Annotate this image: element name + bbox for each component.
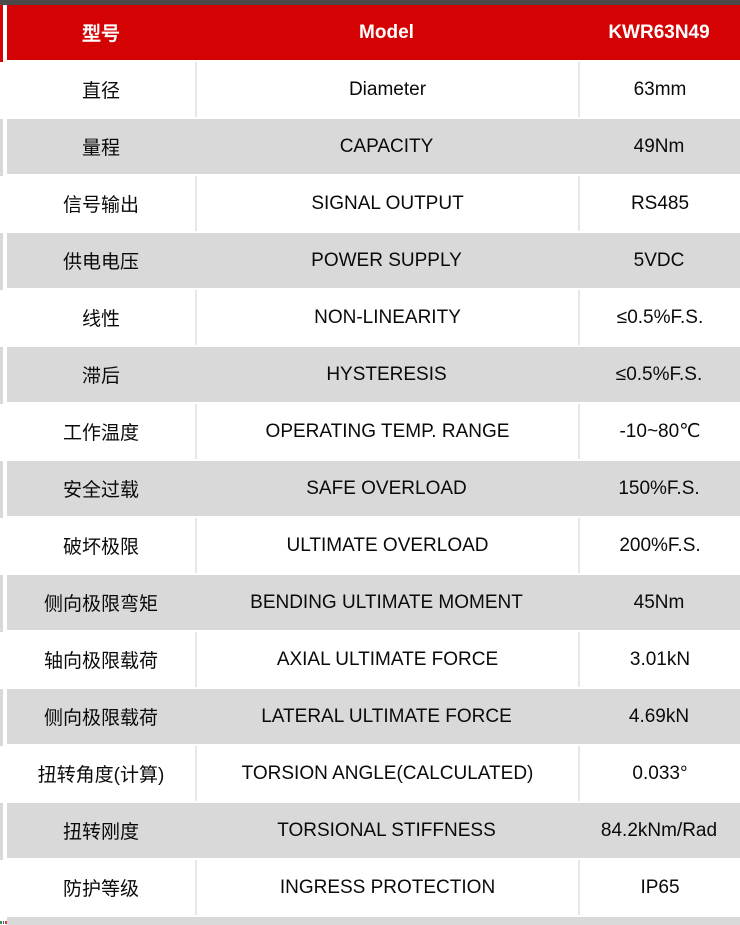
row-cell-cn: 量程 — [81, 138, 120, 159]
row-cell-value: 150%F.S. — [618, 477, 700, 499]
header-cell-cn: 型号 — [81, 24, 120, 45]
row-cell-en: SAFE OVERLOAD — [306, 477, 467, 499]
table-row: 安全过载 SAFE OVERLOAD 150%F.S. — [7, 461, 740, 518]
row-cell-cn: 侧向极限弯矩 — [43, 594, 158, 615]
row-cell-cn: 滞后 — [81, 366, 120, 387]
row-cell-en: LATERAL ULTIMATE FORCE — [261, 705, 512, 727]
row-cell-cn: 扭转角度(计算) — [37, 765, 165, 786]
row-cell-value: ≤0.5%F.S. — [578, 290, 740, 345]
row-cell-value: 49Nm — [633, 135, 685, 157]
row-cell-value: 45Nm — [633, 591, 685, 613]
row-cell-cn: 工作温度 — [62, 423, 139, 444]
row-cell-en: BENDING ULTIMATE MOMENT — [250, 591, 523, 613]
left-edge-artifact — [0, 5, 3, 925]
table-row: 滞后 HYSTERESIS ≤0.5%F.S. — [7, 347, 740, 404]
table-row: 工作温度 OPERATING TEMP. RANGE -10~80℃ — [7, 404, 740, 461]
row-cell-cn: 防护等级 — [62, 879, 139, 900]
row-cell-en: ULTIMATE OVERLOAD — [195, 518, 578, 573]
header-cell-value: KWR63N49 — [608, 21, 710, 43]
corner-pixel-artifact — [0, 921, 8, 924]
row-cell-cn: 直径 — [81, 81, 120, 102]
row-cell-en: TORSION ANGLE(CALCULATED) — [195, 746, 578, 801]
row-cell-value: ≤0.5%F.S. — [615, 363, 703, 385]
row-cell-cn: 供电电压 — [62, 252, 139, 273]
row-cell-en: POWER SUPPLY — [311, 249, 462, 271]
row-cell-cn: 轴向极限载荷 — [43, 651, 158, 672]
row-cell-value: 0.033° — [578, 746, 740, 801]
row-cell-en: SIGNAL OUTPUT — [195, 176, 578, 231]
row-cell-en: TORSIONAL STIFFNESS — [277, 819, 496, 841]
table-row: 侧向极限载荷 LATERAL ULTIMATE FORCE 4.69kN — [7, 689, 740, 746]
table-row: 量程 CAPACITY 49Nm — [7, 119, 740, 176]
row-cell-en: INGRESS PROTECTION — [195, 860, 578, 915]
table-header-row: 型号 Model KWR63N49 — [7, 5, 740, 62]
header-cell-en: Model — [359, 21, 414, 43]
row-cell-cn: 破坏极限 — [62, 537, 139, 558]
table-row: 信号输出 SIGNAL OUTPUT RS485 — [7, 176, 740, 233]
table-row: 轴向极限载荷 AXIAL ULTIMATE FORCE 3.01kN — [7, 632, 740, 689]
row-cell-en: CAPACITY — [339, 135, 434, 157]
row-cell-en: HYSTERESIS — [326, 363, 447, 385]
row-cell-value: 3.01kN — [578, 632, 740, 687]
table-row: 线性 NON-LINEARITY ≤0.5%F.S. — [7, 290, 740, 347]
row-cell-value: 200%F.S. — [578, 518, 740, 573]
row-cell-en: Diameter — [195, 62, 578, 117]
table-row: 直径 Diameter 63mm — [7, 62, 740, 119]
row-cell-value: 63mm — [578, 62, 740, 117]
row-cell-value: -10~80℃ — [578, 404, 740, 459]
row-cell-en: OPERATING TEMP. RANGE — [195, 404, 578, 459]
bottom-partial-row-strip — [7, 917, 740, 925]
row-cell-cn: 扭转刚度 — [62, 822, 139, 843]
row-cell-value: 4.69kN — [628, 705, 690, 727]
top-edge-strip — [0, 0, 740, 5]
row-cell-cn: 线性 — [81, 309, 120, 330]
row-cell-cn: 信号输出 — [62, 195, 139, 216]
row-cell-en: AXIAL ULTIMATE FORCE — [195, 632, 578, 687]
table-row: 扭转角度(计算) TORSION ANGLE(CALCULATED) 0.033° — [7, 746, 740, 803]
table-row: 破坏极限 ULTIMATE OVERLOAD 200%F.S. — [7, 518, 740, 575]
spec-table: 型号 Model KWR63N49 直径 Diameter 63mm 量程 CAPACI… — [7, 5, 740, 917]
row-cell-value: 84.2kNm/Rad — [600, 819, 718, 841]
table-row: 防护等级 INGRESS PROTECTION IP65 — [7, 860, 740, 917]
row-cell-value: IP65 — [578, 860, 740, 915]
row-cell-cn: 安全过载 — [62, 480, 139, 501]
table-row: 侧向极限弯矩 BENDING ULTIMATE MOMENT 45Nm — [7, 575, 740, 632]
row-cell-cn: 侧向极限载荷 — [43, 708, 158, 729]
table-row: 供电电压 POWER SUPPLY 5VDC — [7, 233, 740, 290]
row-cell-en: NON-LINEARITY — [195, 290, 578, 345]
table-row: 扭转刚度 TORSIONAL STIFFNESS 84.2kNm/Rad — [7, 803, 740, 860]
row-cell-value: 5VDC — [633, 249, 685, 271]
row-cell-value: RS485 — [578, 176, 740, 231]
